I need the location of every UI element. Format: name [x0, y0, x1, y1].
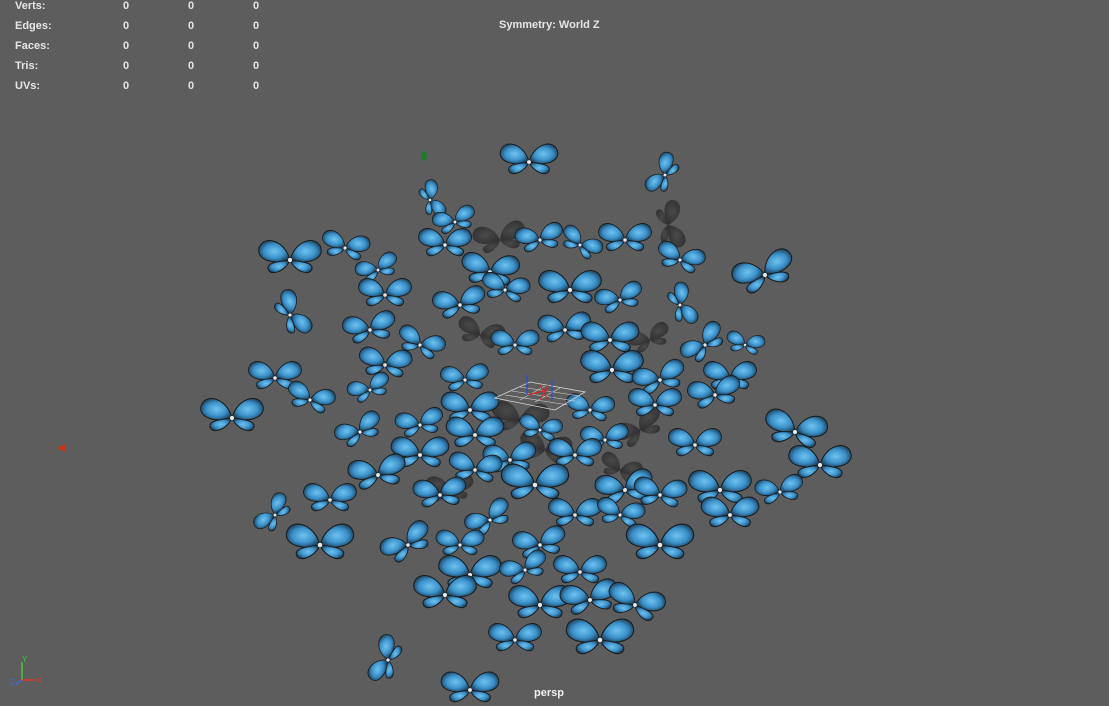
red-object[interactable] [57, 444, 65, 452]
hud-label: UVs: [15, 80, 41, 92]
hud-value: 0 [187, 80, 195, 92]
x-axis-label: X [37, 676, 43, 685]
hud-label: Edges: [15, 20, 52, 32]
hud-value: 0 [187, 20, 195, 32]
hud-value: 0 [252, 60, 260, 72]
y-axis-label: Y [22, 656, 28, 664]
hud-value: 0 [252, 40, 260, 52]
z-axis-label: Z [10, 678, 15, 687]
hud-value: 0 [122, 20, 130, 32]
hud-value: 0 [187, 0, 195, 12]
hud-value: 0 [122, 80, 130, 92]
hud-label: Verts: [15, 0, 46, 12]
hud-value: 0 [122, 60, 130, 72]
hud-value: 0 [187, 60, 195, 72]
axis-gizmo-icon: Y X Z [10, 656, 43, 687]
green-object[interactable] [421, 151, 427, 161]
hud-value: 0 [122, 0, 130, 12]
hud-value: 0 [122, 40, 130, 52]
z-axis-line [15, 679, 23, 685]
hud-label: Tris: [15, 60, 39, 72]
hud-label: Faces: [15, 40, 50, 52]
symmetry-status: Symmetry: World Z [499, 19, 600, 31]
hud-value: 0 [252, 80, 260, 92]
scene-origin-grid [493, 375, 587, 411]
hud-value: 0 [187, 40, 195, 52]
hud-value: 0 [252, 0, 260, 12]
hud-value: 0 [252, 20, 260, 32]
camera-label: persp [534, 687, 564, 699]
